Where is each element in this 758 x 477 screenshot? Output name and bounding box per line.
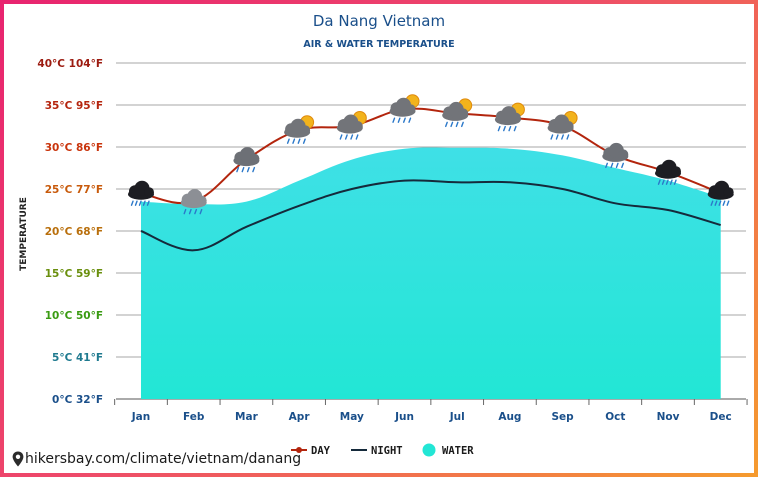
sun-cloud-rain-icon — [494, 102, 525, 132]
legend-label-night: NIGHT — [371, 445, 403, 457]
weather-icon-layer — [128, 94, 734, 215]
x-tick-label: Jun — [394, 411, 414, 423]
legend-item-water: WATER — [422, 443, 474, 457]
site-url: hikersbay.com/climate/vietnam/danang — [25, 451, 302, 467]
legend-label-water: WATER — [442, 445, 474, 457]
water-area-layer — [141, 147, 721, 399]
rain-cloud-icon — [233, 147, 260, 173]
y-tick-label: 20°C 68°F — [45, 226, 103, 238]
x-tick-label: Jan — [131, 411, 150, 423]
map-pin-icon — [12, 451, 24, 467]
light-rain-icon — [180, 189, 207, 215]
rain-cloud-icon — [602, 142, 629, 169]
x-tick-label: Feb — [183, 411, 205, 423]
x-tick-label: Oct — [605, 411, 625, 423]
water-area — [141, 147, 721, 399]
x-tick-label: Sep — [551, 411, 574, 423]
y-tick-label: 40°C 104°F — [37, 58, 103, 70]
x-tick-label: Nov — [657, 411, 680, 423]
sun-cloud-rain-icon — [389, 94, 420, 123]
x-tick-label: Apr — [289, 411, 311, 423]
site-link[interactable]: hikersbay.com/climate/vietnam/danang — [12, 451, 301, 467]
legend-item-night: NIGHT — [351, 445, 403, 457]
x-tick-label: Aug — [498, 411, 521, 423]
x-tick-label: Dec — [710, 411, 732, 423]
y-tick-label: 10°C 50°F — [45, 310, 103, 322]
y-tick-label: 35°C 95°F — [45, 100, 103, 112]
heavy-rain-icon — [707, 180, 734, 206]
chart-svg: Da Nang Vietnam AIR & WATER TEMPERATURE … — [19, 12, 748, 457]
x-tick-label: May — [340, 411, 364, 423]
y-tick-label: 5°C 41°F — [52, 352, 103, 364]
x-tick-label: Jul — [449, 411, 465, 423]
chart-subtitle: AIR & WATER TEMPERATURE — [303, 39, 454, 50]
x-tick-label: Mar — [235, 411, 259, 423]
y-axis-label: TEMPERATURE — [19, 197, 29, 271]
heavy-rain-icon — [655, 159, 681, 185]
chart-title: Da Nang Vietnam — [313, 12, 445, 30]
legend-label-day: DAY — [311, 445, 331, 457]
legend: DAY NIGHT WATER — [291, 443, 474, 457]
heavy-rain-icon — [128, 180, 154, 206]
night-line-layer — [140, 179, 721, 252]
y-tick-layer: 0°C 32°F 5°C 41°F 10°C 50°F 15°C 59°F 20°C 6… — [37, 58, 103, 406]
y-tick-label: 30°C 86°F — [45, 142, 103, 154]
sun-cloud-rain-icon — [336, 111, 367, 140]
y-tick-label: 15°C 59°F — [45, 268, 103, 280]
legend-item-day: DAY — [291, 445, 331, 457]
sun-cloud-rain-icon — [284, 115, 315, 144]
y-tick-label: 25°C 77°F — [45, 184, 103, 196]
sun-cloud-rain-icon — [442, 98, 473, 128]
x-tick-layer: Jan Feb Mar Apr May Jun Jul Aug Sep Oct Nov Dec — [114, 399, 748, 423]
sun-cloud-rain-icon — [547, 111, 578, 140]
night-line — [140, 179, 721, 252]
y-tick-label: 0°C 32°F — [52, 394, 103, 406]
